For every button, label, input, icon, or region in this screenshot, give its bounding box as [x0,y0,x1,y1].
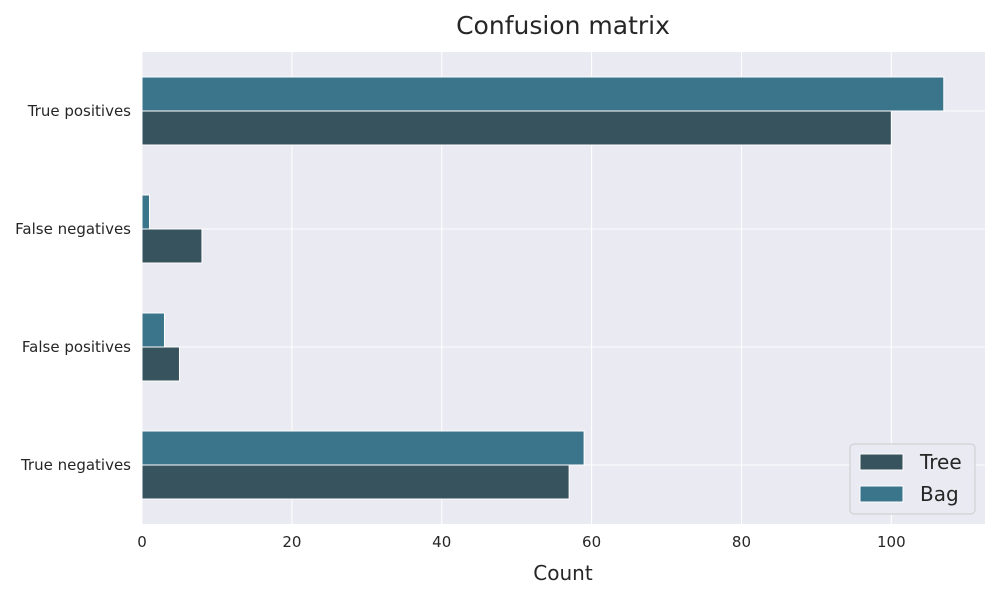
bars [141,76,945,500]
x-tick-label: 20 [282,533,301,551]
bar-bag-1 [141,194,150,230]
legend-swatch-bag [859,485,904,503]
bar-bag-2 [141,312,165,348]
y-tick-labels: True positives False negatives False posit… [15,102,131,474]
x-axis-label: Count [533,561,593,585]
bar-tree-2 [141,346,180,382]
bar-tree-3 [141,464,570,500]
x-tick-labels: 0 20 40 60 80 100 [137,533,905,551]
y-tick-label: True negatives [20,456,131,474]
x-tick-label: 0 [137,533,147,551]
y-tick-label: True positives [27,102,131,120]
y-tick-label: False negatives [15,220,131,238]
bar-tree-0 [141,110,892,146]
bar-bag-3 [141,430,585,466]
chart-title: Confusion matrix [456,11,670,40]
x-tick-label: 100 [877,533,906,551]
x-tick-label: 40 [432,533,451,551]
legend-label-bag: Bag [920,482,959,506]
legend: Tree Bag [849,443,976,515]
legend-swatch-tree [859,453,904,471]
x-tick-label: 80 [732,533,751,551]
y-tick-label: False positives [22,338,131,356]
bar-tree-1 [141,228,203,264]
bar-bag-0 [141,76,945,112]
x-tick-label: 60 [582,533,601,551]
legend-label-tree: Tree [919,450,962,474]
